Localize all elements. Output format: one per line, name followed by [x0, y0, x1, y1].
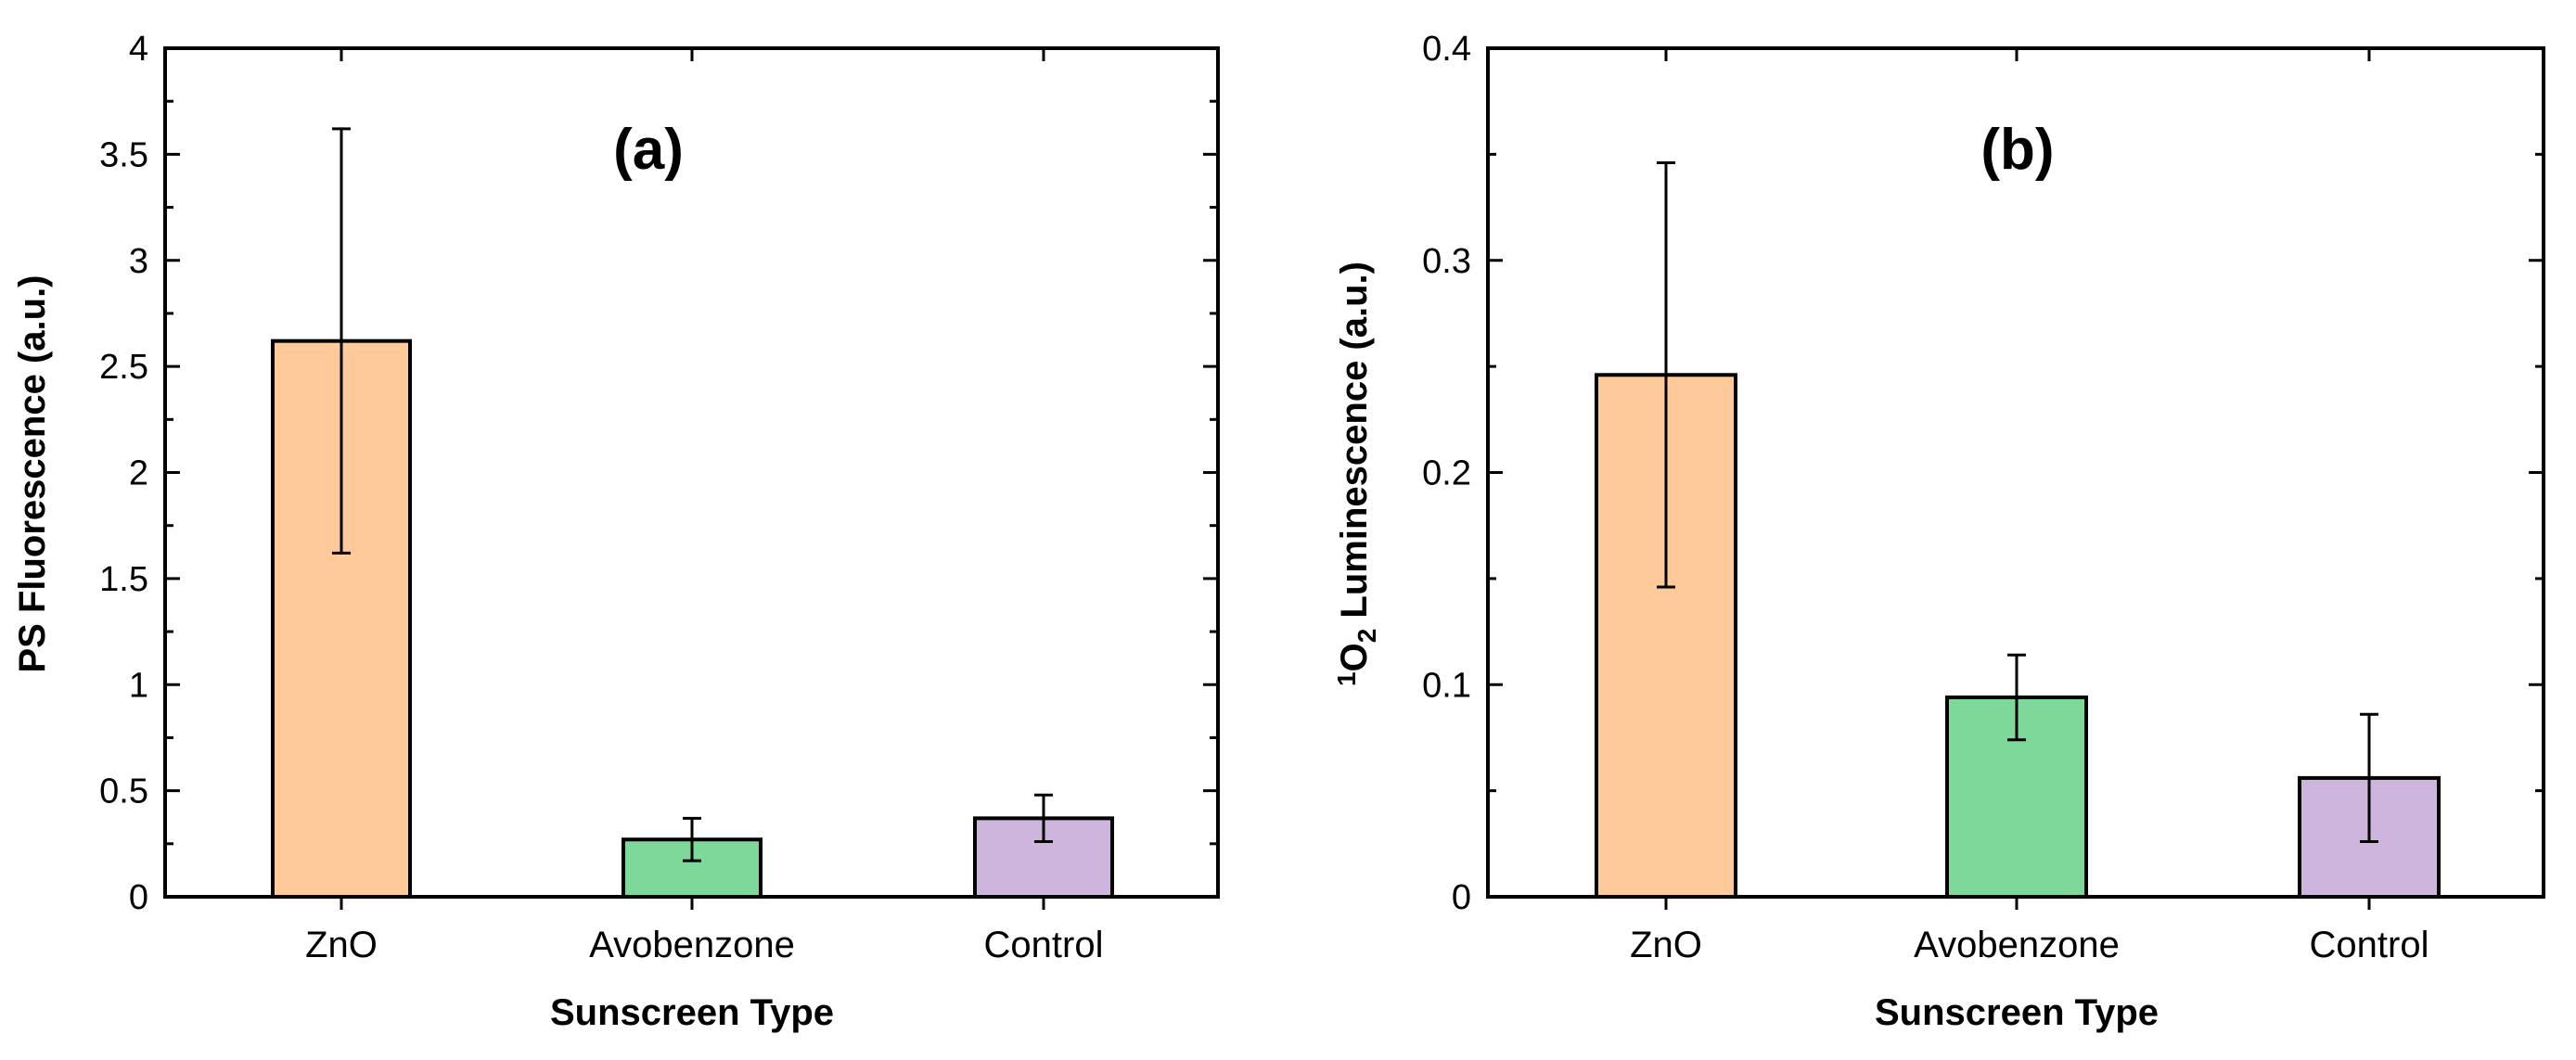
chart-panel-a: PS Fluorescence (a.u.) Sunscreen Type (a… [12, 30, 1220, 1033]
error-bars-b [1657, 161, 2378, 844]
x-ticks-b: ZnO Avobenzone Control [1630, 48, 2429, 965]
error-bar-zno [332, 127, 351, 555]
y-axis-title-b-sup: 1 [1332, 671, 1361, 686]
panel-label-b: (b) [1980, 118, 2054, 182]
y-tick-label: 0 [129, 878, 148, 917]
y-tick-label: 0 [1452, 878, 1471, 917]
plot-frame-b [1486, 46, 2545, 899]
error-bar-control [2360, 712, 2378, 844]
plot-frame-a [163, 46, 1220, 899]
y-tick-label: 3 [129, 242, 148, 281]
y-tick-label: 0.1 [1422, 666, 1471, 705]
y-axis-title-b-rest: Luminescence (a.u.) [1334, 262, 1375, 629]
panel-label-a: (a) [613, 118, 684, 182]
error-bar-avobenzone [2007, 653, 2026, 742]
y-tick-label: 0.2 [1422, 454, 1471, 493]
y-tick-label: 2 [129, 454, 148, 493]
y-tick-label: 3.5 [99, 135, 148, 174]
x-ticks-a: ZnO Avobenzone Control [305, 48, 1103, 965]
x-axis-title-b: Sunscreen Type [1875, 992, 2159, 1033]
y-tick-label: 0.5 [99, 773, 148, 811]
error-bars-a [332, 127, 1053, 862]
y-tick-label: 4 [129, 30, 148, 69]
y-axis-title-b-base: O [1334, 643, 1375, 671]
x-tick-label-avobenzone: Avobenzone [589, 925, 795, 965]
y-tick-label: 0.4 [1422, 30, 1471, 69]
y-axis-title-b-sub: 2 [1352, 629, 1381, 644]
y-axis-title-a: PS Fluorescence (a.u.) [12, 275, 53, 672]
x-tick-label-avobenzone: Avobenzone [1914, 925, 2120, 965]
x-tick-label-zno: ZnO [1630, 925, 1702, 965]
y-tick-label: 0.3 [1422, 242, 1471, 281]
x-axis-title-a: Sunscreen Type [550, 992, 834, 1033]
x-tick-label-zno: ZnO [305, 925, 378, 965]
y-tick-label: 1.5 [99, 560, 148, 599]
y-tick-label: 1 [129, 666, 148, 705]
x-tick-label-control: Control [2310, 925, 2429, 965]
error-bar-zno [1657, 161, 1675, 589]
error-bar-avobenzone [683, 816, 701, 862]
y-tick-label: 2.5 [99, 348, 148, 387]
bars-b [1595, 373, 2441, 900]
x-tick-label-control: Control [984, 925, 1104, 965]
chart-panel-b: 1O2 Luminescence (a.u.) Sunscreen Type (… [1332, 30, 2545, 1033]
bars-a [271, 338, 1114, 899]
y-axis-title-b: 1O2 Luminescence (a.u.) [1332, 262, 1381, 686]
error-bar-control [1034, 793, 1053, 844]
